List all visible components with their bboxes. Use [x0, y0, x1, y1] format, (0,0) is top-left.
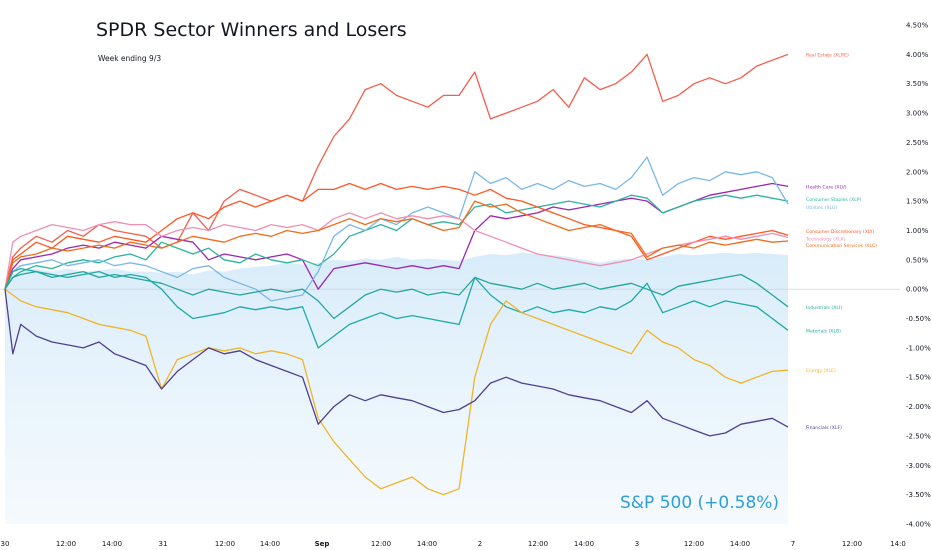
- series-line: [4, 182, 789, 290]
- y-tick-label: -3.00%: [906, 462, 931, 470]
- y-tick-label: -3.50%: [906, 491, 931, 499]
- chart-subtitle: Week ending 9/3: [98, 54, 161, 63]
- series-end-label: Real Estate (XLRE): [806, 52, 849, 58]
- series-end-label: Energy (XLE): [806, 368, 836, 374]
- benchmark-fill: [5, 252, 788, 525]
- series-end-label: Communication Services (XLC): [806, 243, 877, 249]
- y-tick-label: 0.50%: [906, 256, 929, 264]
- x-tick-label: 12:00: [56, 540, 76, 548]
- x-tick-label: 14:00: [574, 540, 594, 548]
- y-tick-label: -1.50%: [906, 374, 931, 382]
- chart-title: SPDR Sector Winners and Losers: [96, 19, 407, 41]
- x-tick-label: 12:00: [684, 540, 704, 548]
- y-tick-label: 2.00%: [906, 168, 929, 176]
- series-end-labels: Real Estate (XLRE) Health Care (XLV) Consu…: [805, 52, 877, 431]
- series-end-label: Health Care (XLV): [806, 184, 847, 190]
- series-line: [4, 288, 789, 496]
- series-line: [4, 53, 789, 290]
- series-line: [4, 200, 789, 290]
- x-tick-label: Sep: [315, 540, 330, 548]
- y-tick-label: -4.00%: [906, 521, 931, 529]
- y-axis: 4.50% 4.00% 3.50% 3.00% 2.50% 2.00% 1.50% 1.00%…: [906, 22, 931, 529]
- y-tick-label: 0.00%: [906, 286, 929, 294]
- series-end-label: Industrials (XLI): [806, 305, 842, 311]
- series-end-label: Technology (XLK): [805, 237, 846, 243]
- series-line: [4, 156, 789, 302]
- y-tick-label: 4.00%: [906, 51, 929, 59]
- series-lines: [4, 53, 789, 496]
- x-tick-label: 3: [635, 540, 639, 548]
- x-tick-label: 14:0: [890, 540, 906, 548]
- x-tick-label: 14:00: [102, 540, 122, 548]
- y-tick-label: 3.00%: [906, 110, 929, 118]
- series-line: [4, 194, 789, 290]
- series-line: [4, 182, 789, 290]
- series-end-label: Materials (XLB): [806, 328, 841, 334]
- y-tick-label: 4.50%: [906, 22, 929, 30]
- y-tick-label: -1.00%: [906, 344, 931, 352]
- y-tick-label: 3.50%: [906, 80, 929, 88]
- x-tick-label: 30: [1, 540, 10, 548]
- benchmark-label: S&P 500 (+0.58%): [620, 493, 779, 513]
- x-tick-label: 14:00: [260, 540, 280, 548]
- x-tick-label: 12:00: [215, 540, 235, 548]
- x-tick-label: 12:00: [528, 540, 548, 548]
- y-tick-label: 1.50%: [906, 198, 929, 206]
- y-tick-label: 2.50%: [906, 139, 929, 147]
- series-line: [4, 289, 789, 437]
- y-tick-label: 1.00%: [906, 227, 929, 235]
- x-tick-label: 14:00: [730, 540, 750, 548]
- x-axis: 30 12:00 14:00 31 12:00 14:00 Sep 12:00 14:00 2 12…: [1, 540, 906, 548]
- x-tick-label: 2: [478, 540, 482, 548]
- series-end-label: Consumer Discretionary (XLY): [806, 229, 875, 235]
- series-end-label: Consumer Staples (XLP): [806, 197, 862, 203]
- y-tick-label: -2.50%: [906, 432, 931, 440]
- x-tick-label: 12:00: [842, 540, 862, 548]
- x-tick-label: 14:00: [417, 540, 437, 548]
- x-tick-label: 7: [791, 540, 795, 548]
- series-line: [4, 212, 789, 290]
- series-end-label: Utilities (XLU): [806, 205, 837, 211]
- series-line: [4, 267, 789, 349]
- x-tick-label: 31: [159, 540, 168, 548]
- y-tick-label: -2.00%: [906, 403, 931, 411]
- benchmark-area: [5, 252, 788, 525]
- x-tick-label: 12:00: [371, 540, 391, 548]
- y-tick-label: -0.50%: [906, 315, 931, 323]
- series-end-label: Financials (XLF): [806, 425, 842, 431]
